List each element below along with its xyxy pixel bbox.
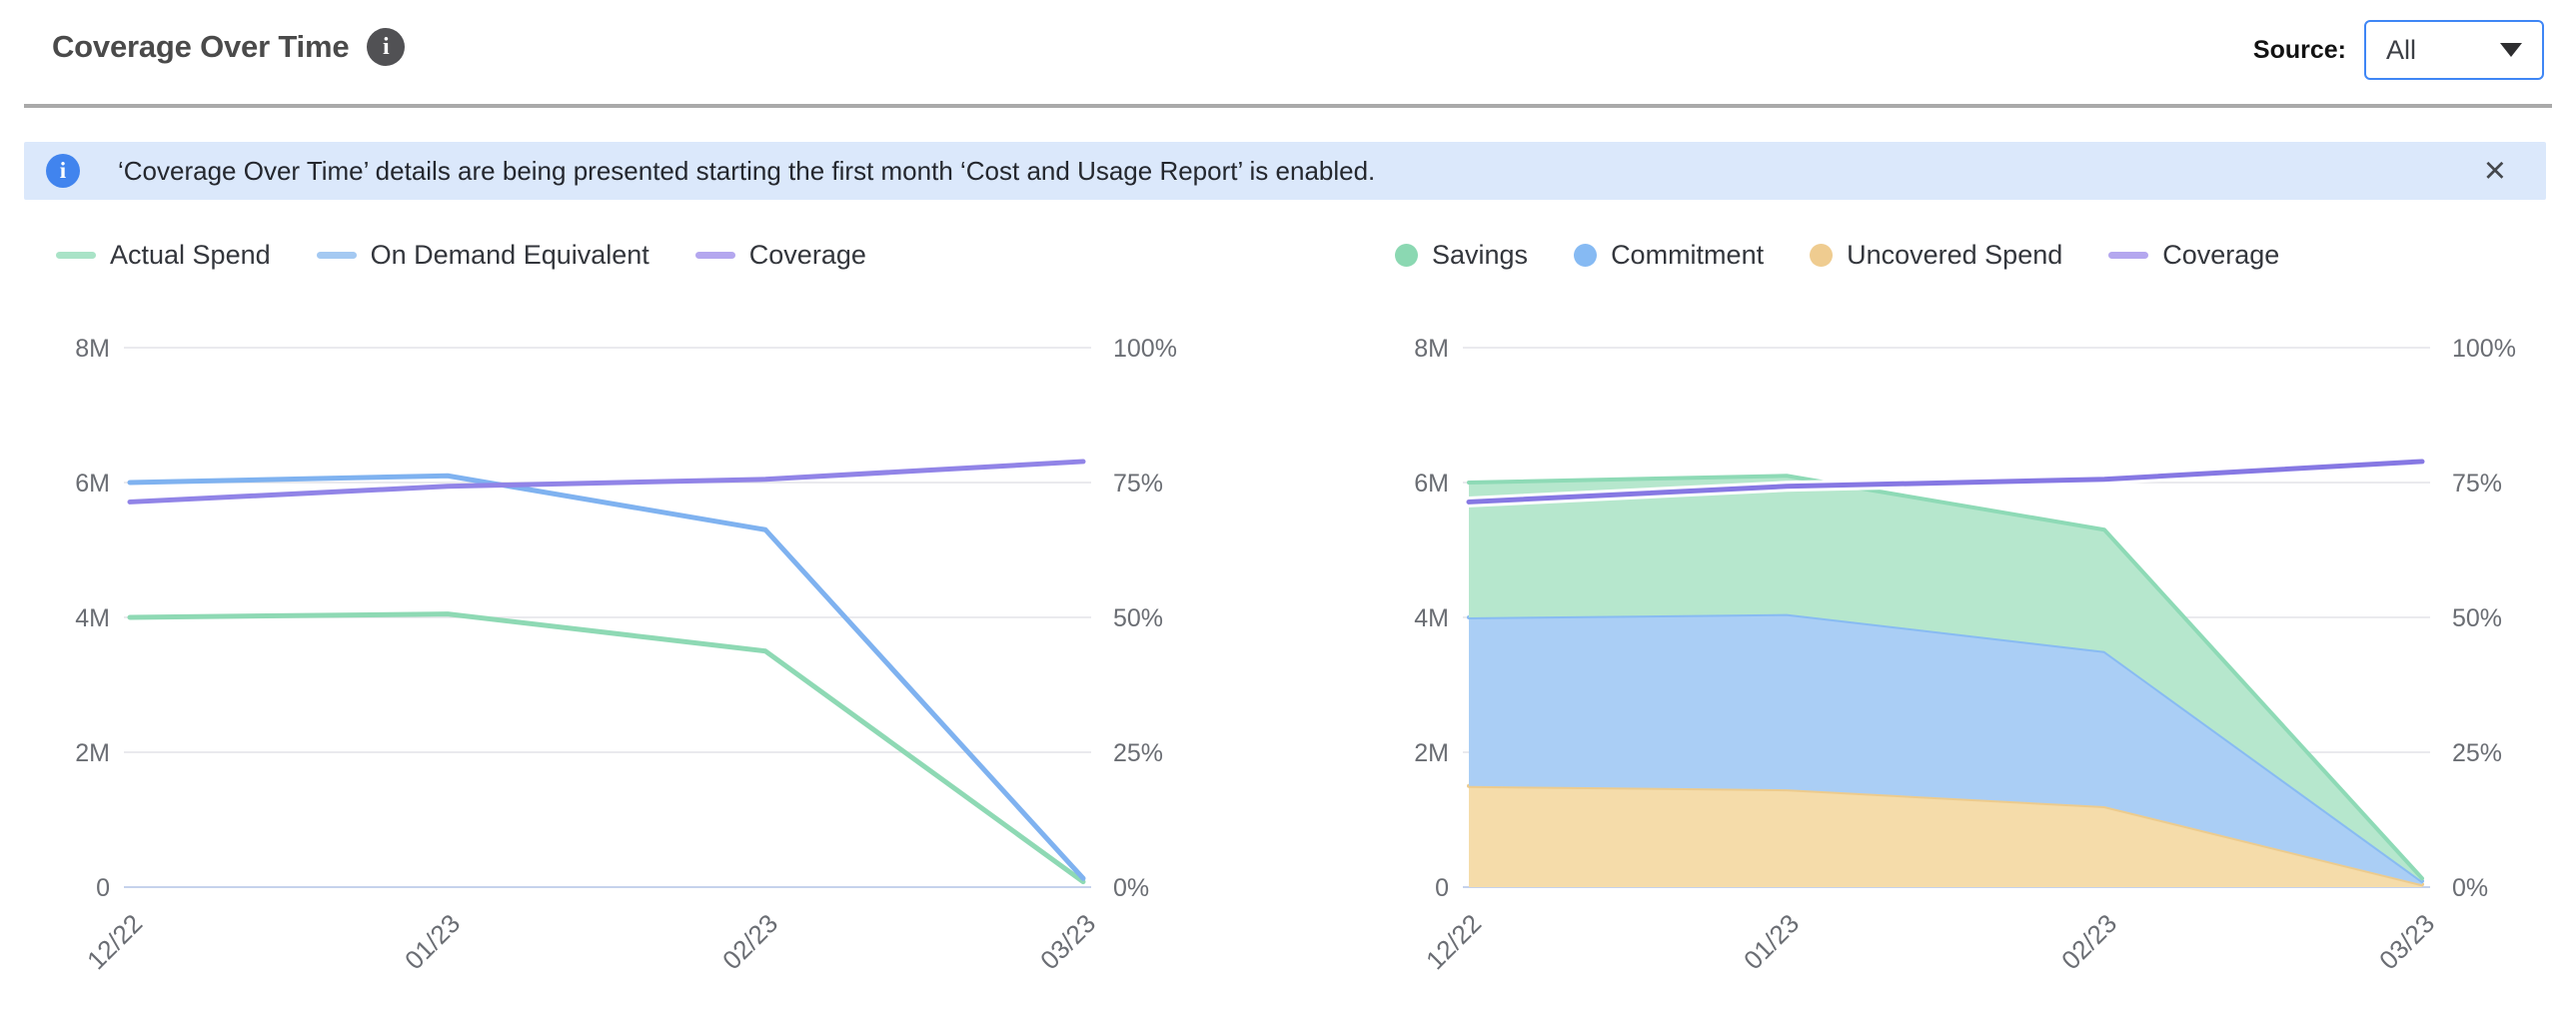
legend-label: Savings — [1432, 240, 1529, 270]
info-icon[interactable]: i — [367, 28, 406, 66]
x-axis-label: 02/23 — [716, 908, 783, 975]
left-axis-label: 2M — [75, 739, 110, 767]
right-axis-label: 75% — [2452, 470, 2502, 498]
legend-line-swatch — [56, 252, 96, 259]
legend-line-swatch — [694, 252, 735, 259]
header: Coverage Over Time i — [52, 28, 406, 66]
left-axis-label: 8M — [75, 335, 110, 363]
right-axis-label: 100% — [2452, 335, 2516, 363]
right-axis-label: 50% — [2452, 604, 2502, 632]
x-axis-label: 03/23 — [2373, 908, 2440, 975]
legend-label: Uncovered Spend — [1847, 240, 2063, 270]
legend-item-actual-spend[interactable]: Actual Spend — [56, 240, 271, 271]
right-axis-label: 50% — [1113, 604, 1163, 632]
legend-circle-swatch — [1810, 244, 1834, 267]
left-axis-label: 0 — [96, 874, 110, 902]
legend-label: On Demand Equivalent — [370, 240, 649, 270]
right-axis-label: 75% — [1113, 470, 1163, 498]
page-title: Coverage Over Time — [52, 29, 350, 64]
right-axis-label: 25% — [1113, 739, 1163, 767]
area-edge — [1467, 474, 2424, 881]
legend-line-swatch — [2108, 252, 2149, 259]
legend-item-commitment[interactable]: Commitment — [1574, 240, 1764, 271]
line-coverage — [127, 459, 1086, 505]
info-banner: i ‘Coverage Over Time’ details are being… — [24, 142, 2546, 200]
area-savings — [1469, 476, 2422, 881]
legend-label: Commitment — [1611, 240, 1765, 270]
legend-item-uncovered-spend[interactable]: Uncovered Spend — [1810, 240, 2062, 271]
coverage-line-chart: Actual Spend On Demand Equivalent Coverage… — [20, 228, 1259, 1015]
area-uncovered-spend — [1469, 785, 2422, 887]
legend-label: Coverage — [2162, 240, 2280, 270]
left-axis-label: 6M — [75, 470, 110, 498]
line-chart-plot[interactable]: 8M 6M 4M 2M 0 100% 75% 50% 25% 0% 12/22 01/23 02/23 0… — [20, 320, 1259, 1009]
legend-item-coverage[interactable]: Coverage — [694, 240, 866, 271]
right-axis-label: 25% — [2452, 739, 2502, 767]
legend-circle-swatch — [1395, 244, 1418, 267]
legend-label: Coverage — [748, 240, 866, 270]
area-chart-plot[interactable]: 8M 6M 4M 2M 0 100% 75% 50% 25% 0% 12/22 01/23 02/23 0… — [1359, 320, 2576, 1009]
legend-label: Actual Spend — [110, 240, 271, 270]
charts-section: Actual Spend On Demand Equivalent Coverage… — [0, 228, 2576, 1015]
legend-item-savings[interactable]: Savings — [1395, 240, 1528, 271]
x-axis-label: 02/23 — [2055, 908, 2122, 975]
legend-circle-swatch — [1574, 244, 1598, 267]
chevron-down-icon — [2500, 43, 2522, 57]
left-axis-label: 8M — [1414, 335, 1449, 363]
right-axis-label: 0% — [1113, 874, 1149, 902]
header-divider — [24, 104, 2552, 108]
left-axis-label: 0 — [1435, 874, 1449, 902]
source-dropdown-value: All — [2386, 34, 2417, 65]
legend-item-coverage[interactable]: Coverage — [2108, 240, 2279, 271]
x-axis-label: 01/23 — [1738, 908, 1805, 975]
legend-item-on-demand-equivalent[interactable]: On Demand Equivalent — [316, 240, 649, 271]
source-label: Source: — [2252, 35, 2346, 64]
legend-line-swatch — [316, 252, 357, 259]
info-icon: i — [46, 154, 80, 188]
line-on-demand-equivalent — [127, 473, 1086, 881]
line-chart-legend: Actual Spend On Demand Equivalent Coverage — [56, 240, 866, 271]
area-chart-legend: Savings Commitment Uncovered Spend Coverage — [1395, 240, 2279, 271]
close-icon[interactable]: × — [2483, 150, 2506, 192]
x-axis-label: 01/23 — [399, 908, 466, 975]
line-actual-spend — [127, 611, 1086, 885]
right-axis-label: 100% — [1113, 335, 1177, 363]
right-axis-label: 0% — [2452, 874, 2488, 902]
left-axis-label: 4M — [1414, 604, 1449, 632]
left-axis-label: 2M — [1414, 739, 1449, 767]
coverage-area-chart: Savings Commitment Uncovered Spend Coverage… — [1359, 228, 2576, 1015]
x-axis-label: 03/23 — [1034, 908, 1101, 975]
left-axis-label: 6M — [1414, 470, 1449, 498]
x-axis-label: 12/22 — [1420, 908, 1487, 975]
left-axis-label: 4M — [75, 604, 110, 632]
banner-text: ‘Coverage Over Time’ details are being p… — [118, 155, 1376, 186]
source-dropdown[interactable]: All — [2364, 20, 2544, 80]
area-commitment — [1469, 613, 2422, 885]
x-axis-label: 12/22 — [81, 908, 148, 975]
source-control: Source: All — [2253, 20, 2544, 80]
line-coverage — [1466, 459, 2425, 505]
